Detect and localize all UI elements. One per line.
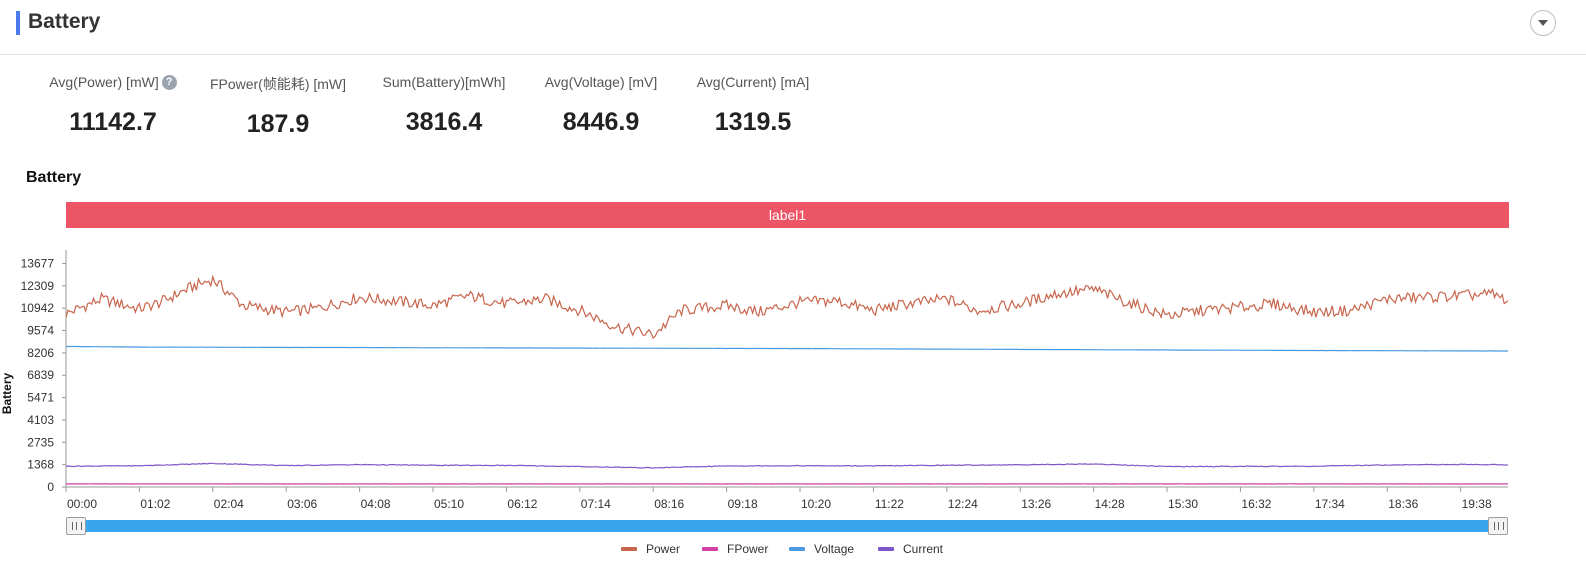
metrics-row: Avg(Power) [mW]? 11142.7 FPower(帧能耗) [mW… (0, 74, 900, 154)
chevron-down-icon (1538, 20, 1548, 26)
grip-icon (1494, 522, 1504, 530)
x-tick-label: 19:38 (1462, 497, 1492, 511)
legend-label: Current (903, 542, 944, 556)
metric-label: Avg(Current) [mA] (696, 74, 810, 90)
y-tick-label: 9574 (27, 324, 54, 338)
x-tick-label: 16:32 (1241, 497, 1271, 511)
y-tick-label: 2735 (27, 435, 54, 449)
x-tick-label: 02:04 (214, 497, 244, 511)
series-line-voltage (66, 345, 1508, 352)
grip-icon (72, 522, 82, 530)
legend-label: Power (646, 542, 681, 556)
legend-item-voltage[interactable]: Voltage (789, 542, 854, 556)
x-tick-label: 12:24 (948, 497, 978, 511)
y-tick-label: 5471 (27, 391, 54, 405)
zoom-slider-right-handle[interactable] (1488, 517, 1508, 535)
series-line-current (65, 462, 1509, 469)
x-tick-label: 04:08 (361, 497, 391, 511)
legend-swatch (878, 547, 894, 551)
x-tick-label: 18:36 (1388, 497, 1418, 511)
zoom-slider-track[interactable] (72, 520, 1502, 532)
collapse-button[interactable] (1530, 10, 1556, 36)
chart-title: Battery (26, 169, 82, 186)
y-tick-label: 12309 (21, 279, 55, 293)
y-tick-label: 8206 (27, 346, 54, 360)
metric-label: Sum(Battery)[mWh] (382, 74, 506, 90)
section-title: Battery (28, 10, 101, 33)
y-tick-label: 1368 (27, 458, 54, 472)
metric-value: 11142.7 (69, 108, 157, 136)
zoom-slider-left-handle[interactable] (66, 517, 86, 535)
metric-value: 8446.9 (562, 108, 640, 136)
x-tick-label: 06:12 (507, 497, 537, 511)
x-tick-label: 15:30 (1168, 497, 1198, 511)
legend-item-current[interactable]: Current (878, 542, 943, 556)
legend-swatch (789, 547, 805, 551)
legend-item-fpower[interactable]: FPower (702, 542, 768, 556)
legend-label: Voltage (814, 542, 855, 556)
title-accent-bar (16, 11, 20, 35)
chart-legend: Power FPower Voltage Current (0, 542, 1586, 558)
metric-value: 3816.4 (405, 108, 483, 136)
label-band[interactable]: label1 (66, 202, 1509, 228)
x-tick-label: 01:02 (140, 497, 170, 511)
x-tick-label: 10:20 (801, 497, 831, 511)
metric-value: 1319.5 (714, 108, 792, 136)
x-tick-label: 00:00 (67, 497, 97, 511)
x-tick-label: 11:22 (875, 497, 904, 511)
battery-line-chart: 0 1368 2735 4103 5471 6839 8206 9574 10942 12309 1… (0, 250, 1509, 511)
legend-item-power[interactable]: Power (621, 542, 680, 556)
y-tick-label: 6839 (27, 368, 54, 382)
y-tick-label: 0 (47, 480, 54, 494)
y-axis-title: Battery (0, 373, 14, 415)
x-tick-label: 08:16 (654, 497, 684, 511)
y-tick-label: 13677 (21, 256, 55, 270)
y-tick-label: 4103 (27, 413, 54, 427)
legend-swatch (621, 547, 637, 551)
section-header: Battery (0, 0, 1586, 55)
x-tick-label: 14:28 (1095, 497, 1125, 511)
metric-label: Avg(Power) [mW] (49, 74, 159, 90)
x-tick-label: 13:26 (1021, 497, 1051, 511)
metric-label: FPower(帧能耗) [mW] (209, 76, 347, 92)
y-tick-label: 10942 (21, 301, 55, 315)
x-tick-label: 17:34 (1315, 497, 1345, 511)
metric-label: Avg(Voltage) [mV] (544, 74, 658, 90)
x-tick-label: 09:18 (728, 497, 758, 511)
series-line-power (65, 274, 1509, 340)
legend-label: FPower (727, 542, 769, 556)
x-tick-label: 03:06 (287, 497, 317, 511)
metric-avg-voltage: Avg(Voltage) [mV] 8446.9 (539, 74, 663, 137)
help-icon[interactable]: ? (161, 74, 177, 90)
x-tick-label: 05:10 (434, 497, 464, 511)
metric-fpower: FPower(帧能耗) [mW] 187.9 (207, 74, 349, 139)
metric-sum-battery: Sum(Battery)[mWh] 3816.4 (378, 74, 510, 137)
metric-avg-current: Avg(Current) [mA] 1319.5 (691, 74, 815, 137)
metric-value: 187.9 (246, 110, 310, 138)
metric-avg-power: Avg(Power) [mW]? 11142.7 (43, 74, 183, 137)
legend-swatch (702, 547, 718, 551)
x-tick-label: 07:14 (581, 497, 611, 511)
